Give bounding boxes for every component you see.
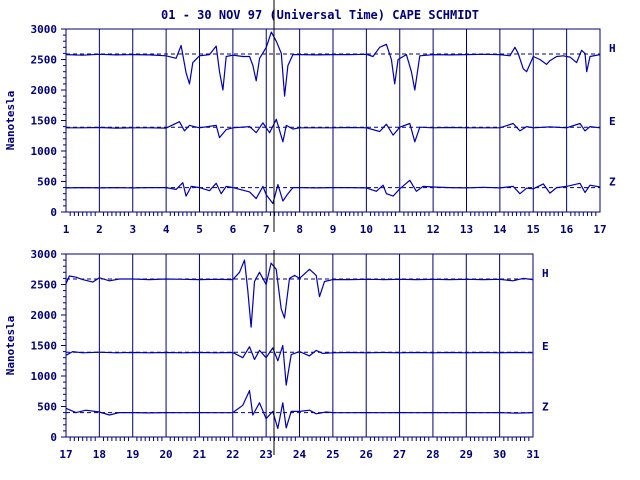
panel-1-ytick-label-2500: 2500	[31, 54, 58, 67]
chart-title: 01 - 30 NOV 97 (Universal Time) CAPE SCH…	[161, 8, 479, 22]
panel-2-trace-Z	[65, 390, 534, 430]
panel-1-series-label-Z: Z	[609, 176, 616, 189]
panel-2-xtick-label-21: 21	[193, 448, 207, 461]
panel-2-ytick-label-500: 500	[37, 401, 57, 414]
panel-1-trace-H	[65, 31, 601, 97]
panel-2-y-axis-label: Nanotesla	[4, 316, 17, 376]
panel-1-trace-Z	[65, 179, 601, 205]
panel-2-xtick-label-23: 23	[260, 448, 273, 461]
panel-2-xtick-label-29: 29	[460, 448, 473, 461]
panel-1-xtick-label-3: 3	[129, 223, 136, 236]
panel-2-xtick-label-31: 31	[526, 448, 540, 461]
panel-2-series-label-H: H	[542, 267, 549, 280]
panel-1-ytick-label-1000: 1000	[31, 145, 58, 158]
panel-1-y-axis-label: Nanotesla	[4, 91, 17, 151]
panel-2-trace-E	[65, 344, 534, 386]
panel-2-ytick-label-1500: 1500	[31, 340, 58, 353]
panel-2-ytick-label-1000: 1000	[31, 370, 58, 383]
panel-2-xtick-label-26: 26	[360, 448, 374, 461]
panel-1-ytick-label-3000: 3000	[31, 23, 58, 36]
panel-1-series-label-E: E	[609, 115, 616, 128]
panel-2-xtick-label-19: 19	[126, 448, 139, 461]
panel-1-xtick-label-7: 7	[263, 223, 270, 236]
panel-2-trace-H	[65, 259, 534, 328]
panel-1-xtick-label-8: 8	[296, 223, 303, 236]
panel-1-ytick-label-1500: 1500	[31, 115, 58, 128]
panel-1-ytick-label-2000: 2000	[31, 84, 58, 97]
panel-2-xtick-label-30: 30	[493, 448, 506, 461]
panel-2-ytick-label-2000: 2000	[31, 309, 58, 322]
panel-2-xtick-label-17: 17	[59, 448, 72, 461]
panel-1-xtick-label-11: 11	[393, 223, 407, 236]
panel-1-trace-E	[66, 118, 601, 143]
panel-2-xtick-label-22: 22	[226, 448, 239, 461]
panel-2-ytick-label-2500: 2500	[31, 279, 58, 292]
panel-2-ytick-label-3000: 3000	[31, 248, 58, 261]
panel-2-series-label-Z: Z	[542, 401, 549, 414]
panel-1-xtick-label-2: 2	[96, 223, 103, 236]
panel-2-xtick-label-27: 27	[393, 448, 406, 461]
panel-1-series-label-H: H	[609, 42, 616, 55]
panel-1-xtick-label-9: 9	[330, 223, 337, 236]
panel-1-xtick-label-10: 10	[360, 223, 373, 236]
panel-1-xtick-label-6: 6	[230, 223, 237, 236]
panel-1-xtick-label-1: 1	[63, 223, 70, 236]
panel-1-xtick-label-16: 16	[560, 223, 574, 236]
panel-2-ytick-label-0: 0	[50, 431, 57, 444]
panel-2-series-label-E: E	[542, 340, 549, 353]
panel-2-xtick-label-24: 24	[293, 448, 307, 461]
panel-1-xtick-label-13: 13	[460, 223, 473, 236]
panel-1-xtick-label-15: 15	[527, 223, 540, 236]
panel-1-xtick-label-5: 5	[196, 223, 203, 236]
panel-2-xtick-label-20: 20	[159, 448, 172, 461]
panel-1-xtick-label-14: 14	[493, 223, 507, 236]
panel-2-xtick-label-28: 28	[426, 448, 439, 461]
panel-1-xtick-label-12: 12	[427, 223, 440, 236]
panel-1-ytick-label-500: 500	[37, 176, 57, 189]
panel-1-xtick-label-4: 4	[163, 223, 170, 236]
panel-1-ytick-label-0: 0	[50, 206, 57, 219]
panel-1-xtick-label-17: 17	[593, 223, 606, 236]
panel-2-xtick-label-18: 18	[93, 448, 106, 461]
panel-2-xtick-label-25: 25	[326, 448, 339, 461]
